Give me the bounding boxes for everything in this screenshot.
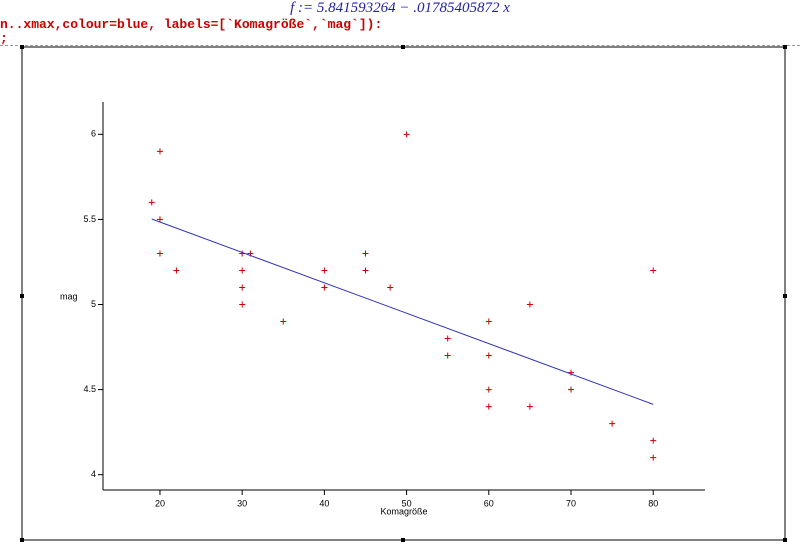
x-tick-label: 50 <box>402 498 412 508</box>
data-point <box>526 403 533 410</box>
data-point <box>362 267 369 274</box>
regression-line <box>151 218 654 405</box>
data-point <box>148 199 155 206</box>
x-tick-label: 80 <box>648 498 658 508</box>
data-point <box>485 352 492 359</box>
x-axis-label: Komagröße <box>380 506 427 516</box>
x-tick-label: 60 <box>484 498 494 508</box>
x-tick-label: 20 <box>155 498 165 508</box>
data-point <box>526 301 533 308</box>
data-point <box>239 301 246 308</box>
plot-frame <box>21 46 786 541</box>
data-point <box>362 250 369 257</box>
y-axis-label: mag <box>60 291 78 301</box>
data-point <box>568 369 575 376</box>
data-point <box>156 216 163 223</box>
resize-handles[interactable] <box>20 45 787 542</box>
data-point <box>444 335 451 342</box>
data-point <box>387 284 394 291</box>
data-point <box>485 318 492 325</box>
data-point <box>568 386 575 393</box>
y-tick-label: 5 <box>91 299 96 309</box>
data-point <box>650 454 657 461</box>
data-point <box>239 267 246 274</box>
y-tick-label: 4 <box>91 469 96 479</box>
input-line[interactable]: n..xmax,colour=blue, labels=[`Komagröße`… <box>0 17 383 32</box>
separator <box>0 45 800 46</box>
data-point <box>650 267 657 274</box>
y-tick-label: 4.5 <box>83 384 96 394</box>
data-point <box>239 284 246 291</box>
y-tick-label: 6 <box>91 129 96 139</box>
data-point <box>403 131 410 138</box>
data-point <box>156 250 163 257</box>
y-tick-label: 5.5 <box>83 214 96 224</box>
x-tick-label: 30 <box>237 498 247 508</box>
input-line[interactable]: ; <box>0 31 8 46</box>
data-point <box>485 403 492 410</box>
data-point <box>321 267 328 274</box>
regression-formula: f := 5.841593264 − .01785405872 x <box>290 0 510 16</box>
data-point <box>173 267 180 274</box>
data-point <box>485 386 492 393</box>
data-point <box>321 284 328 291</box>
x-tick-label: 40 <box>319 498 329 508</box>
data-point <box>650 437 657 444</box>
data-point <box>156 148 163 155</box>
data-point <box>609 420 616 427</box>
x-tick-label: 70 <box>566 498 576 508</box>
data-point <box>280 318 287 325</box>
data-point <box>444 352 451 359</box>
